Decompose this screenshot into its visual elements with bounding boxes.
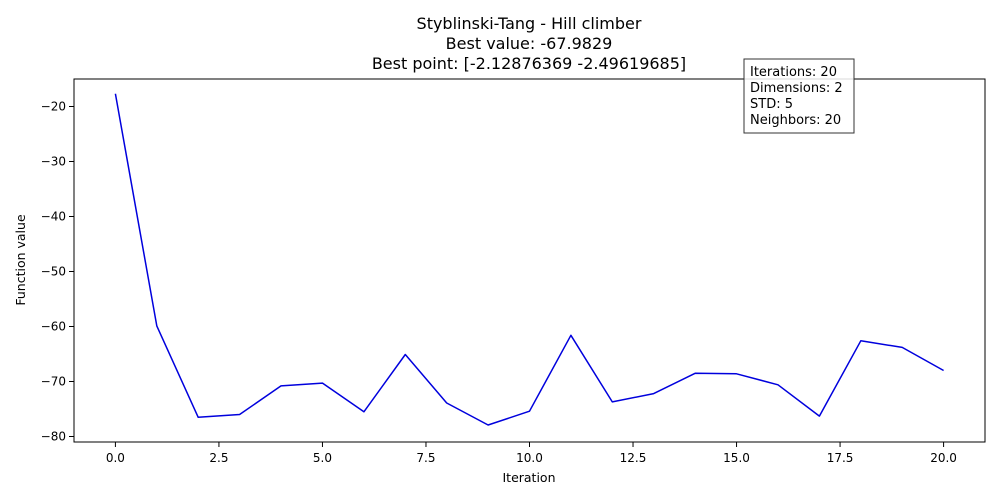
y-tick-label: −70 xyxy=(41,375,66,389)
data-point xyxy=(196,415,201,420)
data-point xyxy=(444,401,449,406)
info-box-border xyxy=(743,58,855,134)
y-tick-label: −40 xyxy=(41,210,66,224)
x-axis-label: Iteration xyxy=(502,470,555,485)
data-point xyxy=(154,323,159,328)
info-line: Dimensions: 2 xyxy=(750,81,843,96)
data-point xyxy=(527,409,532,414)
y-tick-label: −30 xyxy=(41,155,66,169)
y-tick-label: −20 xyxy=(41,100,66,114)
y-axis-label: Function value xyxy=(13,214,28,306)
x-tick-label: 12.5 xyxy=(620,451,647,465)
chart-title-line: Styblinski-Tang - Hill climber xyxy=(417,14,642,33)
x-tick-label: 2.5 xyxy=(209,451,228,465)
data-point xyxy=(651,391,656,396)
data-point xyxy=(734,371,739,376)
data-point xyxy=(817,414,822,419)
data-point xyxy=(900,345,905,350)
data-point xyxy=(237,412,242,417)
data-point xyxy=(568,333,573,338)
x-tick-label: 5.0 xyxy=(313,451,332,465)
y-tick-label: −80 xyxy=(41,430,66,444)
x-tick-label: 0.0 xyxy=(106,451,125,465)
chart-title-line: Best point: [-2.12876369 -2.49619685] xyxy=(372,54,686,73)
data-point xyxy=(279,383,284,388)
data-point xyxy=(361,409,366,414)
chart-title-line: Best value: -67.9829 xyxy=(446,34,613,53)
series-line xyxy=(114,93,944,426)
data-point xyxy=(320,381,325,386)
x-axis-ticks: 0.0 2.5 5.0 7.5 10.0 12.5 15.0 17.5 20.0 xyxy=(106,442,957,465)
info-line: Iterations: 20 xyxy=(750,65,837,80)
x-tick-label: 7.5 xyxy=(416,451,435,465)
x-tick-label: 20.0 xyxy=(930,451,957,465)
x-tick-label: 10.0 xyxy=(516,451,543,465)
y-tick-label: −60 xyxy=(41,320,66,334)
x-tick-label: 17.5 xyxy=(827,451,854,465)
y-axis-ticks: −20 −30 −40 −50 −60 −70 −80 xyxy=(41,100,74,444)
y-tick-label: −50 xyxy=(41,265,66,279)
data-point xyxy=(693,371,698,376)
info-line: STD: 5 xyxy=(750,97,793,112)
data-point xyxy=(113,91,118,96)
info-line: Neighbors: 20 xyxy=(750,113,841,128)
series-group xyxy=(113,91,946,428)
data-point xyxy=(403,352,408,357)
data-point xyxy=(610,399,615,404)
data-point xyxy=(858,338,863,343)
x-tick-label: 15.0 xyxy=(723,451,750,465)
data-point xyxy=(776,382,781,387)
data-point xyxy=(941,368,946,373)
data-point xyxy=(486,423,491,428)
